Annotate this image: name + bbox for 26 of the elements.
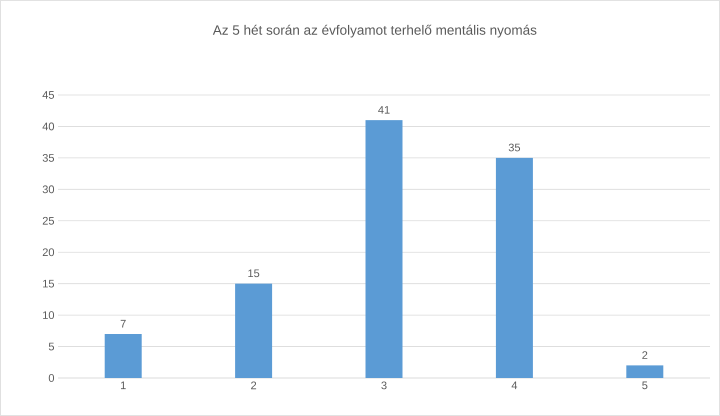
x-tick-label: 5	[642, 382, 648, 390]
data-label: 7	[120, 320, 126, 328]
y-tick-label: 20	[42, 248, 54, 256]
x-tick-label: 4	[512, 382, 518, 390]
y-tick-label: 30	[42, 185, 54, 194]
y-tick-label: 25	[42, 216, 54, 225]
bar	[104, 334, 142, 378]
bar	[626, 365, 664, 378]
y-tick-label: 45	[42, 91, 54, 99]
bar	[235, 284, 272, 378]
x-tick-label: 3	[381, 382, 387, 390]
y-tick-label: 0	[48, 374, 54, 382]
y-tick-label: 10	[43, 311, 54, 320]
bar	[366, 120, 403, 378]
y-tick-label: 5	[48, 342, 54, 350]
y-tick-label: 40	[42, 122, 54, 130]
y-tick-label: 15	[43, 280, 54, 288]
y-tick-label: 35	[42, 154, 54, 162]
x-tick-label: 2	[251, 382, 256, 390]
data-label: 35	[508, 144, 520, 152]
data-label: 2	[642, 351, 648, 359]
bar	[496, 158, 533, 378]
chart-title: Az 5 hét során az évfolyamot terhelő mentális nyomás	[212, 24, 536, 38]
data-label: 15	[248, 269, 260, 278]
x-tick-label: 1	[120, 382, 126, 390]
data-label: 41	[378, 106, 390, 114]
